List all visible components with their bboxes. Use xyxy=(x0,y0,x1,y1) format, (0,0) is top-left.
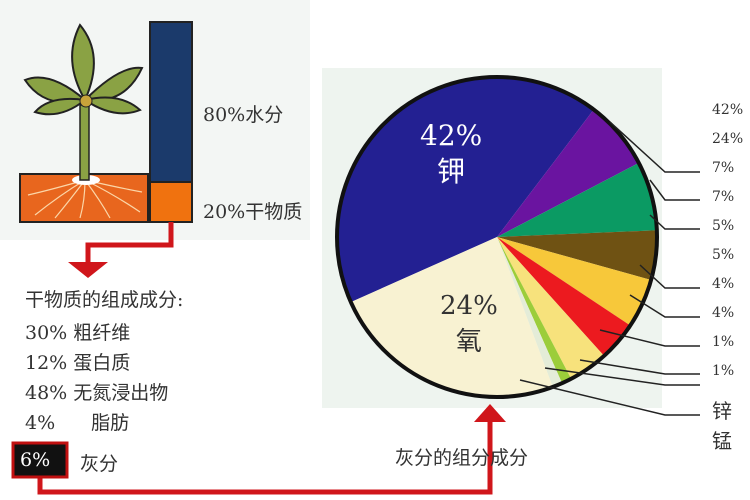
legend-label: 5% xyxy=(712,247,735,263)
dry-item: 30% 粗纤维 xyxy=(25,318,130,345)
legend-label: 7% xyxy=(712,160,735,176)
item-name: 无氮浸出物 xyxy=(73,382,169,404)
arrow-down-icon xyxy=(68,262,108,278)
leader-line xyxy=(519,379,700,416)
item-name: 脂肪 xyxy=(91,412,130,434)
oxygen-label: 24% 氧 xyxy=(440,288,498,360)
pie-slice xyxy=(497,237,631,356)
legend-label: 42% xyxy=(712,102,744,118)
pie-slice xyxy=(497,237,652,326)
item-name: 蛋白质 xyxy=(73,352,131,374)
pie-slice xyxy=(497,237,605,379)
leader-line xyxy=(649,179,700,201)
oxygen-name: 氧 xyxy=(455,327,482,357)
connector-arrows xyxy=(37,222,493,495)
water-dry-bar xyxy=(149,21,193,223)
leader-line xyxy=(649,214,700,230)
item-name: 粗纤维 xyxy=(73,322,131,344)
legend-label: 4% xyxy=(712,305,735,321)
dry-item: 48% 无氮浸出物 xyxy=(25,378,168,405)
dry-matter-title: 干物质的组成成分: xyxy=(25,289,184,311)
dry-matter-label: 20%干物质 xyxy=(203,201,303,223)
leader-line xyxy=(599,329,700,347)
dry-matter-bar xyxy=(149,181,193,223)
potassium-label: 42% 钾 xyxy=(420,118,482,190)
legend-label: 24% xyxy=(712,131,744,147)
item-pct: 30% xyxy=(25,322,68,344)
legend-label: 1% xyxy=(712,363,735,379)
ash-label: 灰分 xyxy=(80,453,119,475)
dry-item: 4% 脂肪 xyxy=(25,408,129,435)
leader-lines xyxy=(519,121,700,416)
pie-slice xyxy=(497,162,657,237)
legend-label: 1% xyxy=(712,334,735,350)
pie-slice xyxy=(497,109,639,237)
potassium-name: 钾 xyxy=(437,155,466,188)
leader-line xyxy=(544,367,700,386)
leader-line xyxy=(629,294,700,318)
leader-line xyxy=(609,121,700,173)
plant-icon xyxy=(19,23,149,223)
legend-label: 5% xyxy=(712,218,735,234)
ash-pie-chart xyxy=(335,75,659,399)
water-bar xyxy=(149,21,193,183)
ash-box xyxy=(11,441,69,479)
oxygen-pct: 24% xyxy=(440,291,498,321)
item-pct: 48% xyxy=(25,382,68,404)
leader-line xyxy=(639,264,700,289)
item-pct: 4% xyxy=(25,412,56,434)
dry-item: 12% 蛋白质 xyxy=(25,348,130,375)
water-label: 80%水分 xyxy=(203,104,284,126)
legend-label: 4% xyxy=(712,276,735,292)
pie-slice xyxy=(337,77,594,303)
potassium-pct: 42% xyxy=(420,119,483,152)
pie-slice xyxy=(497,230,658,281)
ash-pct: 6% xyxy=(20,449,51,471)
legend-label: 锌 xyxy=(712,399,732,423)
item-pct: 12% xyxy=(25,352,68,374)
legend-label: 锰 xyxy=(712,429,732,453)
leader-line xyxy=(579,359,700,375)
ash-composition-title: 灰分的组分成分 xyxy=(395,447,529,469)
pie-slice xyxy=(497,237,563,387)
pie-slice xyxy=(497,237,572,384)
arrow-up-icon xyxy=(474,404,506,422)
pie-outline xyxy=(335,75,659,399)
pie-slice xyxy=(350,237,553,398)
legend-label: 7% xyxy=(712,189,735,205)
